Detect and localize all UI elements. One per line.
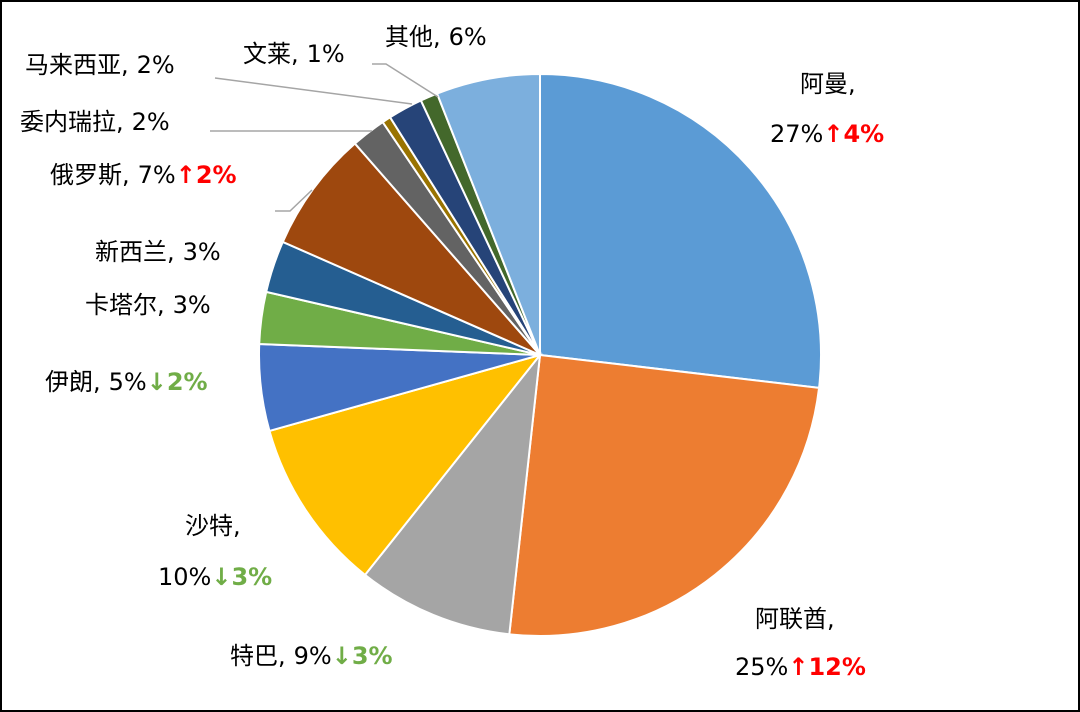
data-label: 10%↓3% — [158, 563, 272, 591]
data-label: 特巴, 9%↓3% — [230, 642, 393, 670]
leader-line — [214, 77, 413, 105]
change-label: ↑2% — [176, 161, 237, 189]
value-label: 3% — [183, 238, 221, 266]
change-label: ↑12% — [788, 653, 866, 681]
category-label: 沙特, — [185, 512, 241, 540]
value-label: 6% — [449, 23, 487, 51]
change-label: ↓3% — [332, 642, 393, 670]
data-label: 阿联酋, — [755, 605, 835, 633]
pie-slice — [268, 353, 543, 577]
value-label: 2% — [137, 51, 175, 79]
value-label: 2% — [132, 108, 170, 136]
change-label: ↑4% — [823, 120, 884, 148]
pie-slice — [281, 142, 541, 356]
category-label: 新西兰, — [95, 238, 175, 266]
value-label: 27% — [770, 120, 823, 148]
value-label: 3% — [173, 291, 211, 319]
value-label: 1% — [307, 40, 345, 68]
pie-slice — [539, 72, 822, 389]
leader-line — [372, 63, 439, 98]
data-label: 马来西亚, 2% — [25, 51, 175, 79]
value-label: 5% — [109, 368, 147, 396]
value-label: 10% — [158, 563, 211, 591]
category-label: 其他, — [385, 23, 441, 51]
pie-slice — [508, 353, 821, 637]
data-label: 新西兰, 3% — [95, 238, 221, 266]
category-label: 阿曼, — [800, 70, 856, 98]
value-label: 9% — [294, 642, 332, 670]
category-label: 伊朗, — [45, 368, 101, 396]
change-label: ↓3% — [211, 563, 272, 591]
data-label: 卡塔尔, 3% — [85, 291, 211, 319]
data-label: 27%↑4% — [770, 120, 884, 148]
data-label: 阿曼, — [800, 70, 856, 98]
category-label: 马来西亚, — [25, 51, 129, 79]
category-label: 特巴, — [230, 642, 286, 670]
data-label: 俄罗斯, 7%↑2% — [50, 161, 237, 189]
category-label: 卡塔尔, — [85, 291, 165, 319]
category-label: 阿联酋, — [755, 605, 835, 633]
data-label: 25%↑12% — [735, 653, 866, 681]
change-label: ↓2% — [147, 368, 208, 396]
category-label: 委内瑞拉, — [20, 108, 124, 136]
data-label: 委内瑞拉, 2% — [20, 108, 170, 136]
data-label: 其他, 6% — [385, 23, 487, 51]
leader-line — [275, 189, 313, 212]
value-label: 7% — [138, 161, 176, 189]
pie-slice — [435, 72, 541, 356]
category-label: 文莱, — [243, 40, 299, 68]
category-label: 俄罗斯, — [50, 161, 130, 189]
data-label: 文莱, 1% — [243, 40, 345, 68]
data-label: 沙特, — [185, 512, 241, 540]
pie-slice — [363, 351, 542, 636]
data-label: 伊朗, 5%↓2% — [45, 368, 208, 396]
value-label: 25% — [735, 653, 788, 681]
